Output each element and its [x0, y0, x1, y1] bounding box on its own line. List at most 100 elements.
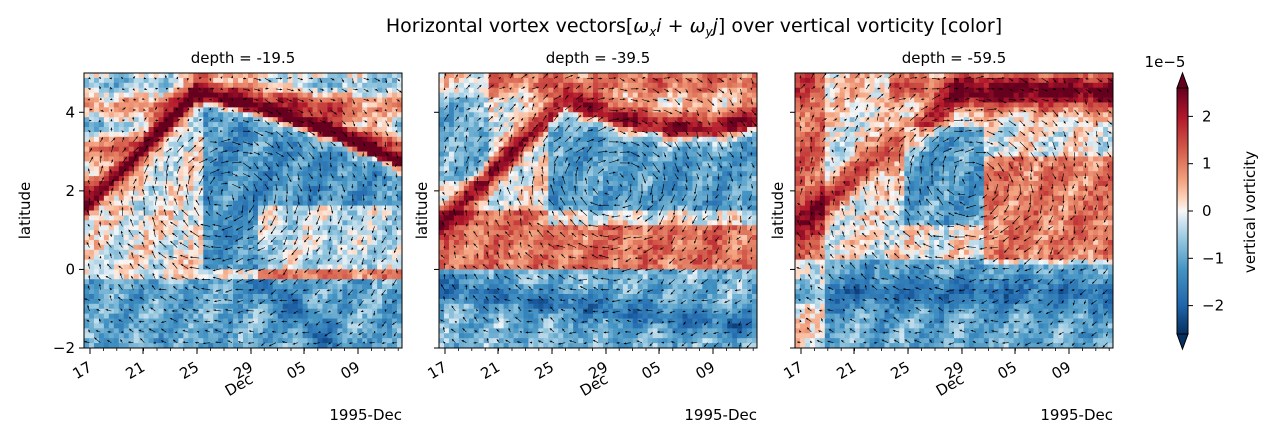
- heatmap-cell: [282, 343, 289, 348]
- heatmap-cell: [302, 181, 309, 187]
- heatmap-cell: [228, 127, 234, 133]
- heatmap-cell: [362, 112, 368, 118]
- heatmap-cell: [178, 102, 184, 108]
- heatmap-cell: [238, 92, 244, 99]
- heatmap-cell: [243, 254, 249, 261]
- heatmap-cell: [367, 215, 373, 221]
- heatmap-cell: [392, 151, 398, 158]
- heatmap-cell: [148, 102, 155, 108]
- heatmap-cell: [228, 166, 234, 172]
- heatmap-cell: [98, 235, 105, 241]
- heatmap-cell: [233, 274, 239, 280]
- quiver-arrowhead: [138, 320, 141, 323]
- heatmap-cell: [327, 269, 334, 275]
- heatmap-cell: [347, 343, 353, 348]
- quiver-arrowhead: [326, 289, 330, 292]
- quiver-arrowhead: [267, 167, 270, 170]
- heatmap-cell: [183, 117, 189, 123]
- quiver-arrowhead: [267, 259, 271, 262]
- quiver-arrowhead: [371, 216, 375, 219]
- heatmap-cell: [98, 190, 105, 197]
- heatmap-cell: [243, 97, 249, 104]
- heatmap-cell: [143, 244, 150, 251]
- heatmap-cell: [397, 303, 402, 310]
- heatmap-cell: [297, 220, 304, 226]
- heatmap-cell: [262, 136, 269, 143]
- heatmap-cell: [257, 308, 264, 315]
- quiver-arrowhead: [315, 281, 319, 284]
- heatmap-cell: [347, 185, 353, 192]
- heatmap-cell: [267, 156, 274, 162]
- quiver-arrowhead: [301, 99, 305, 102]
- heatmap-cell: [88, 303, 95, 310]
- heatmap-cell: [148, 343, 155, 348]
- heatmap-cell: [84, 279, 90, 285]
- heatmap-cell: [198, 176, 204, 182]
- heatmap-cell: [123, 92, 130, 99]
- heatmap-cell: [382, 185, 388, 192]
- heatmap-cell: [93, 259, 100, 266]
- heatmap-cell: [387, 200, 393, 207]
- heatmap-cell: [362, 107, 368, 113]
- quiver-arrowhead: [377, 79, 381, 82]
- heatmap-cell: [277, 151, 284, 158]
- heatmap-cell: [357, 102, 363, 108]
- heatmap-cell: [84, 77, 90, 84]
- heatmap-cell: [317, 254, 324, 261]
- quiver-arrowhead: [374, 175, 377, 178]
- heatmap-cell: [297, 259, 304, 266]
- heatmap-cell: [93, 87, 100, 94]
- heatmap-cell: [357, 136, 363, 143]
- heatmap-cell: [372, 161, 378, 167]
- heatmap-cell: [347, 249, 353, 256]
- quiver-arrowhead: [291, 293, 294, 296]
- heatmap-cell: [312, 205, 319, 212]
- heatmap-cell: [213, 171, 219, 177]
- heatmap-cell: [302, 318, 309, 325]
- heatmap-cell: [367, 328, 373, 334]
- quiver-arrowhead: [373, 250, 376, 254]
- heatmap-cell: [302, 195, 309, 202]
- heatmap-cell: [292, 235, 299, 241]
- heatmap-cell: [287, 166, 294, 172]
- heatmap-cell: [397, 112, 402, 118]
- heatmap-cell: [272, 303, 279, 310]
- heatmap-cell: [188, 259, 194, 266]
- heatmap-cell: [133, 112, 140, 118]
- heatmap-cell: [382, 284, 388, 290]
- heatmap-cell: [287, 161, 294, 167]
- heatmap-cell: [312, 131, 319, 138]
- heatmap-cell: [168, 181, 175, 187]
- heatmap-cell: [347, 308, 353, 315]
- heatmap-cell: [292, 185, 299, 192]
- heatmap-cell: [183, 200, 189, 207]
- heatmap-cell: [218, 166, 224, 172]
- heatmap-cell: [327, 298, 334, 305]
- heatmap-cell: [342, 239, 348, 246]
- quiver-arrowhead: [220, 99, 223, 103]
- heatmap-cell: [347, 323, 353, 329]
- quiver-arrowhead: [244, 98, 247, 100]
- heatmap-cell: [312, 235, 319, 241]
- heatmap-cell: [267, 333, 274, 339]
- heatmap-cell: [367, 73, 373, 79]
- quiver-arrowhead: [343, 189, 346, 193]
- heatmap-cell: [173, 87, 180, 94]
- heatmap-cell: [272, 205, 279, 212]
- heatmap-cell: [238, 254, 244, 261]
- quiver-arrowhead: [205, 211, 209, 214]
- quiver-arrowhead: [231, 129, 234, 132]
- heatmap-cell: [183, 185, 189, 192]
- quiver-arrowhead: [133, 185, 136, 189]
- heatmap-cell: [223, 323, 229, 329]
- heatmap-cell: [287, 293, 294, 300]
- quiver-arrowhead: [279, 299, 282, 302]
- heatmap-cell: [158, 141, 165, 148]
- heatmap-cell: [282, 254, 289, 261]
- heatmap-cell: [317, 323, 324, 329]
- quiver-arrowhead: [212, 224, 215, 226]
- heatmap-cell: [163, 303, 170, 310]
- heatmap-cell: [93, 279, 100, 285]
- heatmap-cell: [292, 97, 299, 104]
- heatmap-cell: [322, 136, 329, 143]
